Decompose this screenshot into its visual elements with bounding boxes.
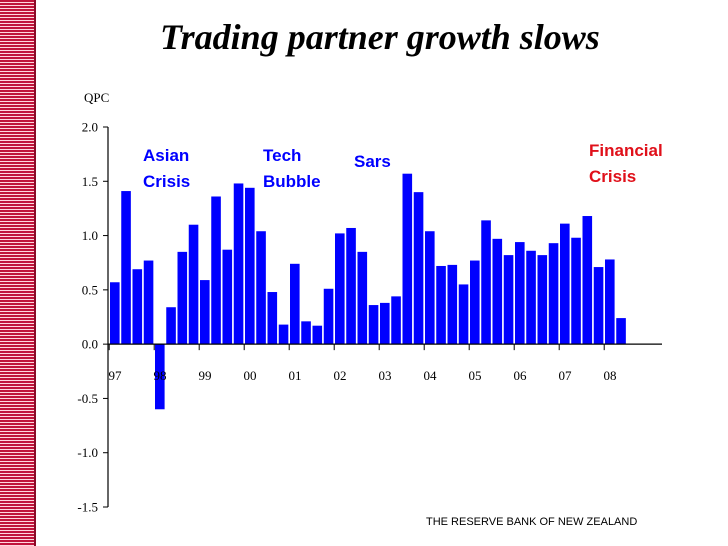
bar-q41 bbox=[560, 223, 570, 345]
financial-crisis-annotation: Financial Crisis bbox=[589, 141, 663, 186]
bar-q29 bbox=[425, 231, 435, 345]
slide-border-decoration bbox=[0, 0, 36, 546]
x-tick-label: 03 bbox=[379, 368, 392, 383]
bar-q5 bbox=[155, 344, 165, 410]
bar-q19 bbox=[312, 325, 323, 345]
bar-q10 bbox=[211, 196, 221, 345]
bar-q2 bbox=[121, 191, 131, 345]
bar-q38 bbox=[526, 250, 536, 345]
bar-q11 bbox=[222, 249, 233, 345]
y-tick-label: 2.0 bbox=[82, 120, 98, 135]
x-tick-label: 05 bbox=[469, 368, 482, 383]
y-axis-label: QPC bbox=[84, 90, 109, 105]
bar-q8 bbox=[188, 224, 199, 345]
bar-q14 bbox=[256, 231, 266, 345]
bar-q15 bbox=[267, 292, 278, 345]
bar-q20 bbox=[323, 288, 334, 345]
bar-q24 bbox=[368, 305, 379, 345]
x-tick-label: 08 bbox=[604, 368, 617, 383]
bar-q21 bbox=[335, 233, 345, 345]
bar-q6 bbox=[166, 307, 176, 345]
bar-q36 bbox=[503, 255, 514, 345]
y-tick-label: -1.0 bbox=[77, 445, 98, 460]
bar-q17 bbox=[290, 263, 300, 345]
y-tick-label: -1.5 bbox=[77, 500, 98, 515]
bar-q42 bbox=[571, 237, 581, 345]
bar-q46 bbox=[616, 318, 626, 345]
bar-q44 bbox=[593, 267, 604, 345]
bar-q7 bbox=[177, 251, 188, 345]
bar-q31 bbox=[447, 264, 458, 345]
bar-q30 bbox=[436, 265, 446, 345]
bar-q32 bbox=[458, 284, 469, 345]
bar-q22 bbox=[346, 227, 356, 345]
bar-q1 bbox=[110, 282, 120, 345]
y-tick-label: 0.5 bbox=[82, 282, 98, 297]
bar-q26 bbox=[391, 296, 401, 345]
bar-q9 bbox=[200, 280, 210, 345]
footer-text: THE RESERVE BANK OF NEW ZEALAND bbox=[426, 516, 638, 528]
bar-q25 bbox=[380, 302, 390, 345]
bar-q3 bbox=[132, 269, 143, 345]
bar-q16 bbox=[278, 324, 289, 345]
bar-q39 bbox=[537, 255, 548, 345]
bar-q12 bbox=[233, 183, 244, 345]
x-tick-label: 06 bbox=[514, 368, 528, 383]
y-tick-label: 1.5 bbox=[82, 174, 98, 189]
x-tick-label: 99 bbox=[199, 368, 212, 383]
chart-title: Trading partner growth slows bbox=[160, 17, 600, 57]
bar-q27 bbox=[402, 173, 413, 345]
bar-q40 bbox=[548, 243, 559, 345]
x-tick-label: 01 bbox=[289, 368, 302, 383]
bar-q33 bbox=[470, 260, 480, 345]
bar-q34 bbox=[481, 220, 491, 345]
sars-annotation: Sars bbox=[354, 152, 391, 171]
tech-bubble-annotation: Tech Bubble bbox=[263, 146, 321, 191]
x-tick-label: 00 bbox=[244, 368, 257, 383]
x-tick-label: 04 bbox=[424, 368, 438, 383]
bar-q43 bbox=[582, 216, 593, 345]
y-tick-label: 0.0 bbox=[82, 337, 98, 352]
bar-q13 bbox=[245, 187, 255, 345]
bar-q37 bbox=[515, 242, 525, 345]
y-tick-label: 1.0 bbox=[82, 228, 98, 243]
x-tick-label: 02 bbox=[334, 368, 347, 383]
x-tick-label: 98 bbox=[154, 368, 167, 383]
bar-q28 bbox=[413, 192, 424, 345]
bar-q45 bbox=[605, 259, 615, 345]
bar-q23 bbox=[357, 251, 368, 345]
y-tick-label: -0.5 bbox=[77, 391, 98, 406]
x-tick-label: 97 bbox=[109, 368, 123, 383]
bar-q4 bbox=[143, 260, 154, 345]
asian-crisis-annotation: Asian Crisis bbox=[143, 146, 190, 191]
bar-q35 bbox=[492, 238, 503, 345]
bar-q18 bbox=[301, 321, 311, 345]
x-tick-label: 07 bbox=[559, 368, 573, 383]
